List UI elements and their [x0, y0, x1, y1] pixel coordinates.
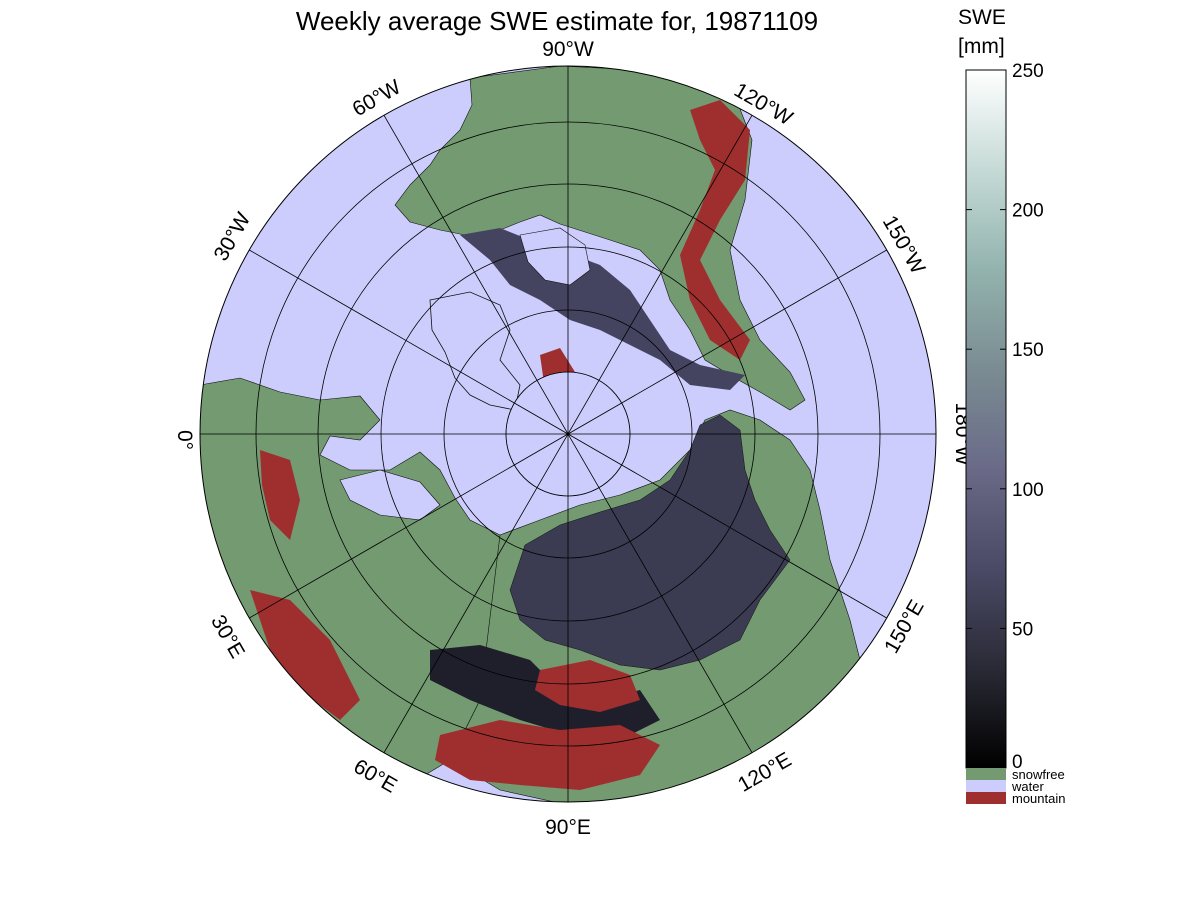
- colorbar-title: SWE: [958, 6, 1006, 29]
- legend-swatch-mountain: [966, 792, 1006, 804]
- urals-mountains: [250, 590, 360, 720]
- colorbar-unit: [mm]: [958, 35, 1005, 58]
- legend-swatch-snowfree: [966, 768, 1006, 780]
- colorbar-tick-label: 50: [1012, 619, 1033, 640]
- lon-label-30e: 30°E: [206, 611, 249, 662]
- colorbar-tick-label: 150: [1012, 340, 1044, 361]
- legend-label-snowfree: snowfree: [1012, 767, 1065, 782]
- map-title: Weekly average SWE estimate for, 1987110…: [296, 6, 818, 36]
- rockies-mountains: [680, 100, 750, 360]
- graticule: [200, 66, 936, 802]
- canada-snowpack: [460, 228, 745, 390]
- colorbar: SWE [mm] 0 50 100 150 200 250 snowfree water …: [958, 6, 1065, 806]
- altai-mountains: [535, 660, 640, 712]
- colorbar-tick-label: 250: [1012, 61, 1044, 82]
- landmass-layer: [200, 66, 861, 802]
- colorbar-tick-label: 100: [1012, 480, 1044, 501]
- category-legend: snowfree water mountain: [966, 767, 1065, 806]
- colorbar-tick-label: 0: [1012, 752, 1023, 773]
- legend-label-mountain: mountain: [1012, 791, 1065, 806]
- map-boundary: [199, 65, 937, 803]
- lon-label-60e: 60°E: [350, 755, 401, 798]
- legend-label-water: water: [1011, 779, 1044, 794]
- colorbar-tick-label: 200: [1012, 201, 1044, 222]
- central-asia-mountains: [435, 720, 660, 790]
- colorbar-ticks: 0 50 100 150 200 250: [966, 61, 1044, 773]
- scandes-mountains: [260, 450, 300, 540]
- lon-label-0: 0°: [173, 430, 196, 450]
- lon-label-90w: 90°W: [542, 38, 594, 61]
- polar-map[interactable]: 90°W 120°W 150°W 180°W 150°E 120°E 90°E …: [173, 38, 974, 839]
- lon-label-90e: 90°E: [545, 816, 591, 839]
- legend-swatch-water: [966, 780, 1006, 792]
- colorbar-gradient: [965, 69, 1007, 769]
- meridian-line: [249, 249, 887, 619]
- hudson-bay-water: [519, 227, 591, 286]
- baltic-water: [339, 469, 441, 521]
